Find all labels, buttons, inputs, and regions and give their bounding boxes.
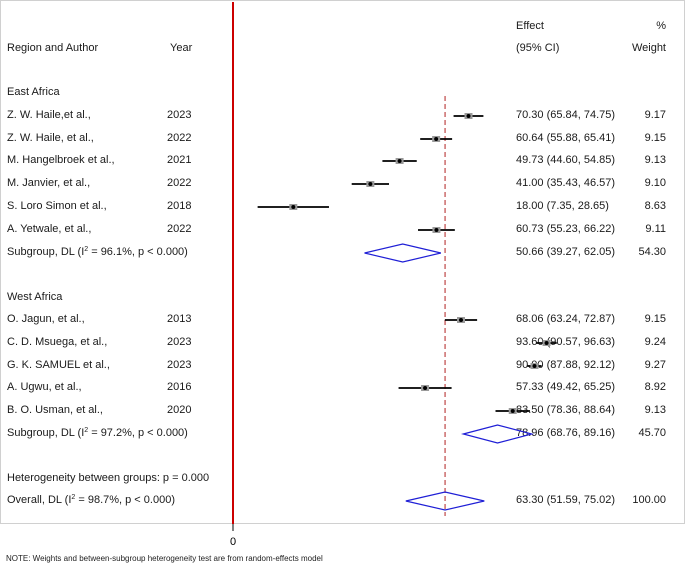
point-estimate [466, 114, 471, 118]
point-estimate [434, 228, 439, 232]
study-year: 2013 [167, 313, 192, 325]
study-year: 2022 [167, 223, 192, 235]
study-effect-ci: 83.50 (78.36, 88.64) [516, 404, 616, 416]
study-author: C. D. Msuega, et al., [7, 336, 108, 348]
study-author: Z. W. Haile, et al., [7, 132, 94, 144]
study-author: A. Ugwu, et al., [7, 381, 82, 393]
footnote: NOTE: Weights and between-subgroup heter… [6, 554, 323, 563]
point-estimate [397, 159, 402, 163]
point-estimate [423, 386, 428, 390]
study-author: G. K. SAMUEL et al., [7, 359, 110, 371]
subgroup-weight: 54.30 [638, 246, 666, 258]
header-effect: Effect [516, 20, 544, 32]
study-author: B. O. Usman, et al., [7, 404, 103, 416]
study-effect-ci: 70.30 (65.84, 74.75) [516, 109, 616, 121]
study-year: 2016 [167, 381, 192, 393]
overall-effect-ci: 63.30 (51.59, 75.02) [516, 494, 616, 506]
point-estimate [510, 409, 515, 413]
study-author: Z. W. Haile,et al., [7, 109, 91, 121]
subgroup-diamond [364, 243, 442, 263]
study-effect-ci: 18.00 (7.35, 28.65) [516, 200, 609, 212]
point-estimate [291, 205, 296, 209]
header-ci: (95% CI) [516, 42, 560, 54]
heterogeneity-text: Heterogeneity between groups: p = 0.000 [7, 472, 210, 484]
group-title: West Africa [7, 291, 63, 303]
point-estimate [544, 341, 549, 345]
subgroup-effect-ci: 78.96 (68.76, 89.16) [516, 427, 616, 439]
study-weight: 9.27 [644, 359, 666, 371]
study-weight: 9.15 [644, 132, 666, 144]
point-estimate [368, 182, 373, 186]
study-year: 2021 [167, 154, 192, 166]
study-effect-ci: 60.64 (55.88, 65.41) [516, 132, 616, 144]
study-weight: 9.13 [644, 154, 666, 166]
overall-weight: 100.00 [632, 494, 666, 506]
study-weight: 9.13 [644, 404, 666, 416]
study-author: O. Jagun, et al., [7, 313, 85, 325]
study-weight: 8.63 [644, 200, 666, 212]
study-weight: 9.15 [644, 313, 666, 325]
study-author: M. Janvier, et al., [7, 177, 91, 189]
study-effect-ci: 90.00 (87.88, 92.12) [516, 359, 616, 371]
study-effect-ci: 68.06 (63.24, 72.87) [516, 313, 616, 325]
study-year: 2018 [167, 200, 192, 212]
point-estimate [434, 137, 439, 141]
study-weight: 9.10 [644, 177, 666, 189]
study-weight: 9.17 [644, 109, 666, 121]
header-region-author: Region and Author [7, 42, 99, 54]
overall-diamond [405, 491, 485, 511]
study-year: 2023 [167, 109, 192, 121]
header-year: Year [170, 42, 193, 54]
study-weight: 9.24 [644, 336, 666, 348]
overall-label: Overall, DL (I2 = 98.7%, p < 0.000) [7, 494, 175, 506]
study-effect-ci: 60.73 (55.23, 66.22) [516, 223, 616, 235]
study-year: 2022 [167, 132, 192, 144]
group-title: East Africa [7, 86, 60, 98]
subgroup-label: Subgroup, DL (I2 = 96.1%, p < 0.000) [7, 246, 188, 258]
study-year: 2020 [167, 404, 192, 416]
study-weight: 9.11 [645, 223, 666, 235]
study-author: A. Yetwale, et al., [7, 223, 92, 235]
study-effect-ci: 57.33 (49.42, 65.25) [516, 381, 616, 393]
header-percent: % [656, 20, 666, 32]
header-weight: Weight [631, 42, 666, 54]
study-author: S. Loro Simon et al., [7, 200, 107, 212]
subgroup-effect-ci: 50.66 (39.27, 62.05) [516, 246, 616, 258]
study-year: 2023 [167, 336, 192, 348]
point-estimate [459, 318, 464, 322]
subgroup-label: Subgroup, DL (I2 = 97.2%, p < 0.000) [7, 427, 188, 439]
subgroup-diamond [460, 424, 535, 444]
study-effect-ci: 41.00 (35.43, 46.57) [516, 177, 616, 189]
study-year: 2023 [167, 359, 192, 371]
study-effect-ci: 49.73 (44.60, 54.85) [516, 154, 616, 166]
point-estimate [532, 364, 537, 368]
study-year: 2022 [167, 177, 192, 189]
x-axis-tick-label: 0 [230, 536, 236, 548]
study-effect-ci: 93.60 (90.57, 96.63) [516, 336, 616, 348]
study-author: M. Hangelbroek et al., [7, 154, 115, 166]
subgroup-weight: 45.70 [638, 427, 666, 439]
study-weight: 8.92 [644, 381, 666, 393]
